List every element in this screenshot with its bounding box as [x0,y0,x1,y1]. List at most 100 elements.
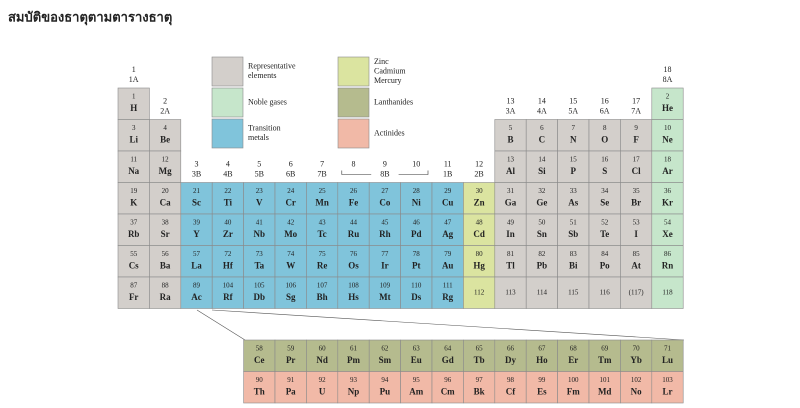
atomic-number: 19 [130,187,138,195]
atomic-number: 17 [633,156,641,164]
atomic-number: 5 [509,124,513,132]
atomic-number: 116 [600,288,611,296]
element-symbol: C [539,135,546,145]
legend-label: Representative [248,62,296,71]
atomic-number: 95 [413,376,421,384]
element-cell [211,213,244,246]
element-symbol: Hf [223,261,234,271]
element-cell [525,276,558,309]
element-cell [243,182,276,215]
atomic-number: 104 [223,282,234,290]
element-symbol: Cu [442,198,454,208]
element-cell [211,276,244,309]
element-symbol: Se [600,198,609,208]
element-cell [463,213,496,246]
atomic-number: 77 [381,250,389,258]
element-symbol: Lr [663,387,673,397]
element-symbol: Fe [349,198,359,208]
element-symbol: Pb [537,261,548,271]
element-cell [494,339,527,372]
element-symbol: Y [193,229,200,239]
element-symbol: Sg [286,292,296,302]
element-symbol: Cr [285,198,296,208]
element-cell [651,87,684,120]
element-cell [243,339,276,372]
atomic-number: 96 [444,376,452,384]
element-cell [149,182,182,215]
element-symbol: Mo [284,229,297,239]
atomic-number: 107 [317,282,328,290]
atomic-number: 8 [603,124,607,132]
element-cell [400,339,433,372]
element-cell [463,339,496,372]
element-symbol: Np [348,387,360,397]
group-number: 15 [569,96,577,105]
element-cell [180,213,213,246]
element-symbol: Nb [254,229,266,239]
atomic-number: 3 [132,124,136,132]
group-label: 1A [129,75,139,84]
element-cell [149,119,182,152]
element-symbol: He [662,103,673,113]
group-number: 9 [383,159,387,168]
atomic-number: 13 [507,156,515,164]
element-symbol: Rf [223,292,233,302]
group-number: 14 [538,96,546,105]
group-number: 7 [320,159,324,168]
element-symbol: Sn [537,229,547,239]
atomic-number: 88 [162,282,170,290]
element-symbol: Pr [286,355,296,365]
atomic-number: 21 [193,187,201,195]
element-symbol: Md [598,387,612,397]
element-symbol: Fr [129,292,139,302]
element-symbol: Ba [160,261,171,271]
element-symbol: B [507,135,513,145]
atomic-number: 90 [256,376,264,384]
atomic-number: 75 [319,250,327,258]
atomic-number: 40 [224,219,232,227]
group-number: 10 [412,159,420,168]
group-number: 16 [601,96,609,105]
element-symbol: Ac [191,292,202,302]
element-symbol: In [506,229,515,239]
element-cell [117,213,150,246]
element-cell [651,119,684,152]
atomic-number: 35 [633,187,641,195]
element-cell [525,150,558,183]
atomic-number: 6 [540,124,544,132]
element-cell [400,245,433,278]
atomic-number: 74 [287,250,295,258]
element-symbol: I [634,229,638,239]
element-cell [431,276,464,309]
atomic-number: 36 [664,187,672,195]
atomic-number: 114 [537,288,548,296]
atomic-number: 24 [287,187,295,195]
atomic-number: 113 [505,288,516,296]
element-symbol: Li [129,135,138,145]
element-cell [620,213,653,246]
element-cell [368,213,401,246]
legend-swatch [337,87,370,118]
element-cell [243,276,276,309]
element-symbol: Si [538,166,546,176]
element-symbol: Os [348,261,359,271]
element-symbol: Cf [506,387,516,397]
element-symbol: Zn [474,198,485,208]
element-symbol: U [319,387,326,397]
atomic-number: 83 [570,250,578,258]
element-symbol: Sb [568,229,578,239]
element-symbol: Na [128,166,139,176]
group-label: 8B [380,169,389,178]
element-symbol: Mt [379,292,391,302]
element-cell [211,182,244,215]
element-cell [431,371,464,404]
element-symbol: Te [600,229,609,239]
atomic-number: 66 [507,345,515,353]
atomic-number: 22 [224,187,232,195]
atomic-number: 100 [568,376,579,384]
atomic-number: 12 [162,156,170,164]
atomic-number: 1 [132,93,136,101]
element-symbol: V [256,198,263,208]
atomic-number: 99 [538,376,546,384]
